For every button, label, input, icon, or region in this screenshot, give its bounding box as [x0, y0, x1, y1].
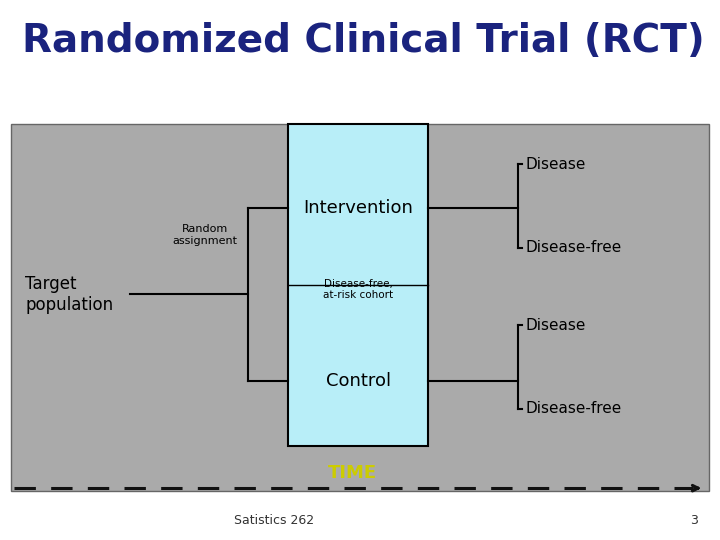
- Text: Randomized Clinical Trial (RCT): Randomized Clinical Trial (RCT): [22, 22, 704, 59]
- Text: Disease: Disease: [526, 157, 586, 172]
- Text: Satistics 262: Satistics 262: [233, 514, 314, 526]
- Text: Intervention: Intervention: [303, 199, 413, 217]
- Text: Random
assignment: Random assignment: [173, 224, 238, 246]
- Bar: [288, 124, 428, 446]
- Text: TIME: TIME: [328, 463, 377, 482]
- Text: Disease: Disease: [526, 318, 586, 333]
- Text: Disease-free: Disease-free: [526, 401, 622, 416]
- Text: 3: 3: [690, 514, 698, 526]
- Bar: [11, 124, 709, 491]
- Text: Control: Control: [325, 372, 391, 390]
- Text: Disease-free,
at-risk cohort: Disease-free, at-risk cohort: [323, 279, 393, 300]
- Text: Disease-free: Disease-free: [526, 240, 622, 255]
- Text: Target
population: Target population: [25, 275, 113, 314]
